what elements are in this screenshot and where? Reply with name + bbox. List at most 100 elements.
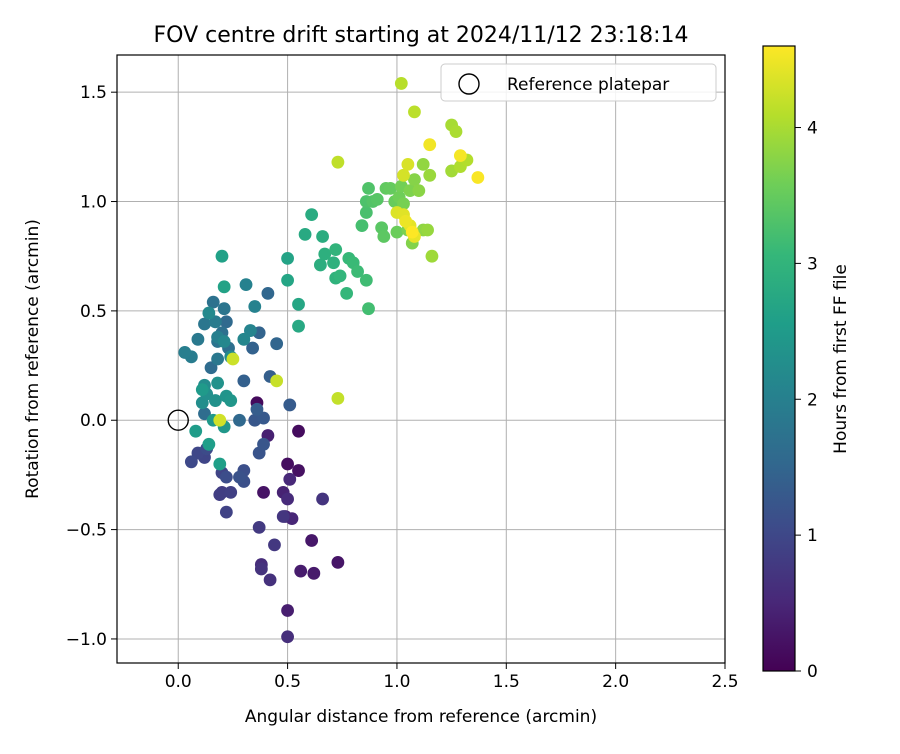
data-point [226,352,240,366]
data-point [195,383,209,397]
y-tick-label: 1.5 [80,83,107,103]
x-tick-label: 1.0 [383,672,410,692]
data-point [248,300,262,313]
data-points [167,77,485,644]
data-point [224,486,238,499]
colorbar-tick-label: 1 [807,526,818,546]
data-point [318,247,332,261]
data-point [254,562,268,576]
data-point [178,346,192,359]
data-point [313,258,327,272]
data-point [261,286,275,300]
data-point [268,538,281,552]
data-point [305,208,319,222]
data-point [281,457,294,471]
data-point [331,391,345,405]
data-point [383,182,397,195]
data-point [294,564,308,578]
data-point [316,230,329,243]
data-point [292,464,305,477]
data-point [390,225,404,239]
colorbar-tick-label: 0 [807,662,818,682]
y-tick-label: 0.5 [80,302,107,322]
data-point [316,492,329,506]
y-tick-label: −0.5 [66,521,107,541]
data-point [237,332,251,346]
data-point [329,243,343,257]
x-tick-label: 0.0 [165,672,192,692]
data-point [213,413,227,427]
data-point [370,192,384,206]
data-point [237,374,251,388]
data-point [219,470,233,484]
data-point [423,168,437,182]
legend-reference-marker [458,73,480,95]
colorbar-tick-label: 4 [807,119,818,139]
data-point [425,249,439,263]
data-point [281,251,294,265]
data-point [453,149,467,163]
colorbar-gradient [763,46,795,671]
x-axis-label: Angular distance from reference (arcmin) [245,707,597,727]
data-point [307,566,321,580]
data-point [362,182,375,195]
data-point [270,374,284,388]
data-point [377,230,391,243]
data-point [202,306,216,320]
x-axis-ticks: 0.0 0.5 1.0 1.5 2.0 2.5 [165,663,739,692]
reference-platepar-marker [167,409,189,431]
data-point [191,332,205,346]
data-point [408,173,421,187]
colorbar-label: Hours from first FF file [831,264,851,454]
data-point [351,265,364,278]
data-point [252,521,266,534]
x-tick-label: 2.5 [711,672,738,692]
data-point [217,280,231,294]
data-point [412,184,426,197]
data-point [355,219,369,232]
data-point [202,437,216,451]
data-point [250,402,264,416]
data-point [276,510,290,523]
colorbar-frame [762,45,796,672]
legend-box [440,63,717,102]
data-point [244,324,257,337]
data-point [292,319,305,333]
data-point [292,297,305,311]
x-tick-label: 1.5 [493,672,520,692]
data-point [327,256,340,270]
data-point [331,555,345,569]
data-point [401,157,415,171]
data-point [423,138,437,152]
data-point [215,249,229,263]
plot-frame [116,54,726,664]
x-tick-label: 2.0 [602,672,629,692]
data-point [219,505,233,519]
data-point [405,225,419,239]
data-point [362,302,375,316]
chart-title: FOV centre drift starting at 2024/11/12 … [154,23,689,48]
data-point [184,455,198,469]
data-point [257,437,270,451]
data-point [219,315,233,329]
data-point [359,206,373,219]
y-tick-label: 0.0 [80,411,107,431]
data-point [217,335,231,348]
y-tick-label: −1.0 [66,630,107,650]
data-point [211,352,225,366]
colorbar-tick-label: 3 [807,254,818,274]
data-point [394,77,408,90]
data-point [209,315,222,329]
data-point [283,472,297,486]
data-point [263,573,277,587]
data-point [211,376,225,390]
data-point [331,155,345,169]
colorbar-tick-label: 2 [807,390,818,410]
y-tick-label: 1.0 [80,193,107,213]
data-point [189,424,203,438]
data-point [421,223,434,237]
data-point [281,492,294,506]
data-point [333,269,347,283]
